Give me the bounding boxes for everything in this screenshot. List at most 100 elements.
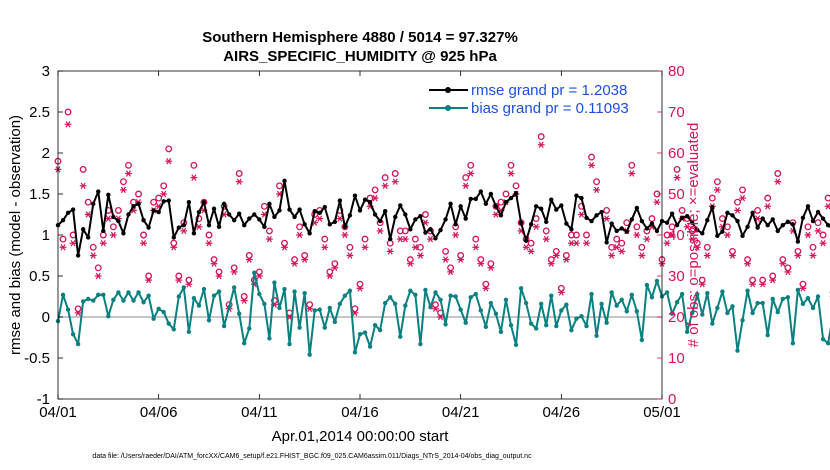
rmse-point [247, 216, 252, 221]
obs-possible-marker [94, 264, 102, 272]
chart-subtitle: AIRS_SPECIFIC_HUMIDITY @ 925 hPa [223, 48, 497, 65]
bias-point [70, 332, 76, 337]
rmse-point [533, 204, 539, 209]
obs-evaluated-stroke [553, 252, 559, 259]
bias-point [101, 292, 106, 298]
bias-point [564, 302, 569, 307]
obs-evaluated-marker [603, 215, 611, 222]
obs-possible-marker [703, 243, 711, 251]
obs-evaluated-marker [643, 235, 651, 243]
rmse-point [654, 228, 660, 234]
bias-point [468, 295, 473, 300]
right-y-tick-label: 10 [668, 350, 685, 367]
obs-evaluated-stroke [780, 260, 786, 267]
obs-possible-marker [401, 227, 409, 235]
rmse-point [388, 236, 393, 242]
rmse-point [740, 233, 745, 239]
bias-point [226, 304, 232, 310]
bias-point [634, 309, 640, 314]
obs-possible-marker [668, 223, 676, 231]
rmse-point [211, 206, 217, 211]
obs-evaluated-marker [125, 170, 132, 177]
bias-point [302, 291, 307, 296]
obs-evaluated-stroke [241, 297, 247, 304]
bias-point [765, 332, 770, 338]
rmse-point [322, 204, 327, 210]
obs-possible-marker [502, 190, 510, 198]
obs-evaluated-marker [542, 235, 550, 243]
obs-possible-marker [356, 280, 364, 288]
rmse-point [438, 227, 443, 233]
obs-evaluated-marker [160, 190, 168, 198]
obs-evaluated-stroke [80, 182, 86, 190]
left-y-tick-label: 1.5 [29, 186, 50, 203]
rmse-point [695, 227, 700, 233]
obs-possible-marker [739, 186, 746, 194]
rmse-point [161, 199, 166, 204]
right-y-tick-label: 20 [668, 309, 685, 326]
x-tick-label: 04/26 [543, 404, 581, 421]
rmse-point [176, 225, 181, 230]
legend-bias-marker [445, 105, 451, 111]
bias-point [458, 307, 463, 312]
rmse-point [111, 214, 116, 220]
bias-point [770, 296, 775, 302]
bias-point [252, 270, 257, 275]
rmse-point [599, 209, 604, 215]
series-layer [55, 178, 830, 357]
obs-evaluated-stroke [755, 215, 761, 222]
obs-evaluated-marker [210, 260, 218, 267]
obs-evaluated-stroke [453, 231, 459, 239]
obs-evaluated-stroke [432, 305, 439, 313]
obs-possible-marker [759, 276, 767, 284]
obs-possible-marker [381, 174, 389, 182]
obs-evaluated-stroke [634, 231, 640, 239]
obs-evaluated-stroke [760, 280, 766, 288]
rmse-point [730, 213, 735, 218]
obs-evaluated-stroke [714, 186, 720, 194]
obs-evaluated-marker [180, 227, 188, 235]
rmse-point [493, 204, 499, 209]
obs-evaluated-marker [447, 268, 454, 276]
obs-possible-marker [411, 235, 419, 243]
rmse-point [367, 200, 373, 205]
bias-point [463, 320, 468, 325]
obs-evaluated-stroke [438, 313, 444, 321]
bias-point [65, 307, 71, 312]
rmse-point [674, 222, 680, 228]
bias-point [292, 289, 297, 294]
obs-evaluated-marker [296, 231, 303, 239]
bias-point [624, 309, 629, 314]
bias-point [322, 325, 327, 330]
obs-evaluated-marker [69, 239, 77, 247]
obs-evaluated-marker [759, 280, 767, 288]
rmse-point [136, 201, 141, 207]
obs-evaluated-marker [205, 239, 213, 247]
obs-evaluated-stroke [533, 223, 539, 231]
obs-evaluated-marker [109, 231, 117, 239]
rmse-point [589, 218, 594, 224]
left-y-tick-label: 2 [42, 145, 50, 162]
rmse-point [216, 224, 222, 229]
obs-evaluated-marker [593, 186, 600, 194]
obs-evaluated-stroke [276, 190, 282, 198]
obs-evaluated-marker [527, 248, 535, 255]
obs-evaluated-stroke [266, 235, 272, 243]
obs-possible-marker [542, 227, 550, 235]
obs-possible-marker [260, 202, 268, 210]
obs-possible-marker [482, 280, 490, 288]
obs-evaluated-marker [140, 239, 147, 247]
rmse-point [448, 201, 453, 207]
obs-possible-marker [89, 243, 97, 251]
obs-evaluated-marker [814, 227, 822, 235]
obs-evaluated-marker [804, 231, 812, 239]
obs-evaluated-marker [779, 260, 787, 267]
obs-evaluated-stroke [387, 248, 393, 255]
bias-point [106, 313, 111, 319]
obs-evaluated-stroke [805, 231, 811, 239]
obs-evaluated-stroke [327, 272, 333, 280]
right-y-axis-ticks: 0 10 20 30 40 50 60 70 80 [657, 63, 685, 408]
bias-point [206, 318, 212, 323]
obs-evaluated-stroke [478, 260, 484, 267]
bias-point [614, 303, 619, 308]
